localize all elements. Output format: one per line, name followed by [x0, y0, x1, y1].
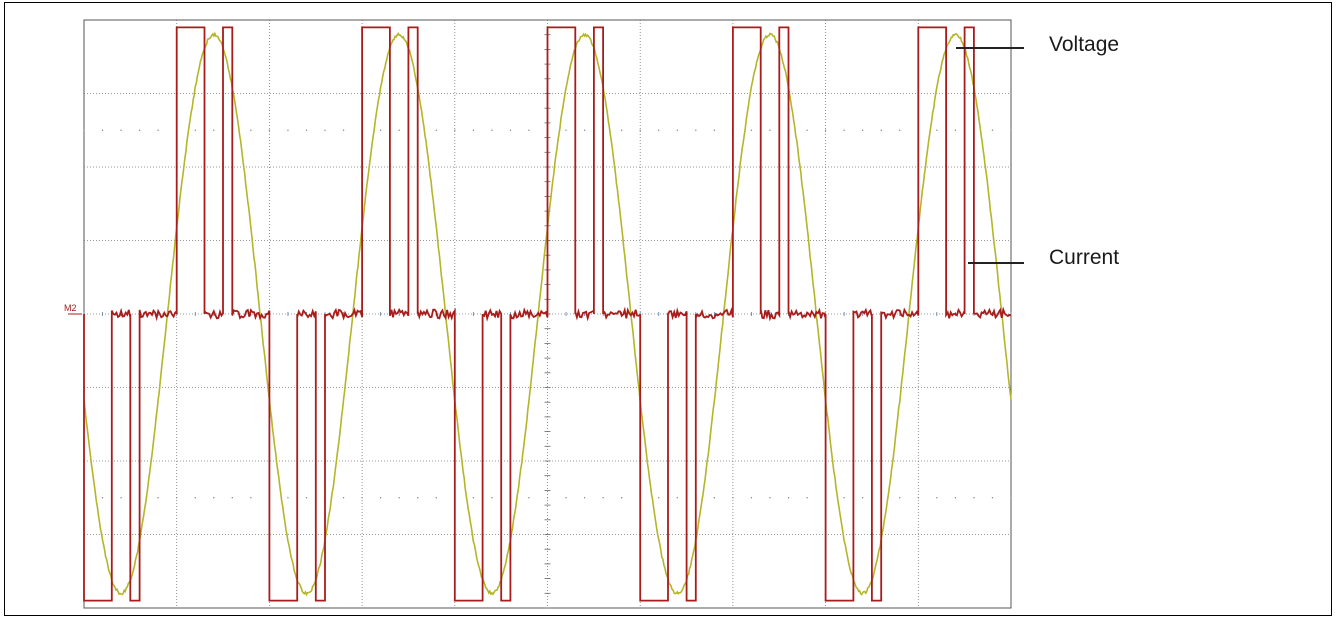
grid-dot	[862, 497, 863, 498]
grid-dot	[584, 130, 585, 131]
grid-dot	[843, 497, 844, 498]
grid-dot	[621, 130, 622, 131]
grid-dot	[250, 497, 251, 498]
grid-dot	[269, 130, 270, 131]
grid-dot	[120, 497, 121, 498]
grid-dot	[361, 497, 362, 498]
grid-dot	[992, 130, 993, 131]
grid-dot	[417, 497, 418, 498]
grid-dot	[306, 497, 307, 498]
grid-dot	[862, 130, 863, 131]
grid-dot	[287, 130, 288, 131]
grid-dot	[157, 497, 158, 498]
grid-dot	[640, 130, 641, 131]
grid-dot	[157, 130, 158, 131]
grid-dot	[491, 130, 492, 131]
grid-dot	[992, 497, 993, 498]
grid-dot	[176, 497, 177, 498]
grid-dot	[751, 497, 752, 498]
grid-dot	[380, 497, 381, 498]
grid-dot	[565, 130, 566, 131]
grid-dot	[658, 130, 659, 131]
grid-dot	[528, 130, 529, 131]
grid-dot	[751, 130, 752, 131]
grid-dot	[918, 497, 919, 498]
grid-dot	[899, 130, 900, 131]
grid-dot	[343, 497, 344, 498]
grid-dot	[491, 497, 492, 498]
grid-dot	[398, 497, 399, 498]
grid-dot	[83, 130, 84, 131]
grid-dot	[250, 130, 251, 131]
grid-dot	[695, 130, 696, 131]
reference-marker: M2	[64, 303, 77, 313]
grid-dot	[602, 497, 603, 498]
grid-dot	[825, 130, 826, 131]
grid-dot	[454, 130, 455, 131]
grid-dot	[324, 130, 325, 131]
grid-dot	[936, 497, 937, 498]
grid-dot	[955, 130, 956, 131]
grid-dot	[584, 497, 585, 498]
grid-dot	[732, 497, 733, 498]
series-line-current	[84, 27, 1011, 600]
grid-dot	[213, 497, 214, 498]
grid-dot	[436, 497, 437, 498]
grid-dot	[881, 130, 882, 131]
legend-item-current: Current	[1049, 246, 1119, 270]
grid-dot	[306, 130, 307, 131]
grid-dot	[973, 497, 974, 498]
grid-dot	[343, 130, 344, 131]
grid-dot	[806, 497, 807, 498]
grid-dot	[899, 497, 900, 498]
grid-dot	[658, 497, 659, 498]
grid-dot	[547, 497, 548, 498]
grid-dot	[510, 130, 511, 131]
grid-dot	[714, 497, 715, 498]
grid-dot	[769, 497, 770, 498]
grid-dot	[714, 130, 715, 131]
grid-dot	[398, 130, 399, 131]
grid-dot	[195, 497, 196, 498]
grid-dot	[677, 130, 678, 131]
grid-dot	[120, 130, 121, 131]
grid-dot	[139, 130, 140, 131]
grid-dot	[1010, 497, 1011, 498]
grid-dot	[473, 497, 474, 498]
grid-dot	[436, 130, 437, 131]
grid-dot	[769, 130, 770, 131]
grid-dot	[195, 130, 196, 131]
grid-dot	[232, 497, 233, 498]
grid-dot	[955, 497, 956, 498]
grid-dot	[213, 130, 214, 131]
grid-dot	[1010, 130, 1011, 131]
grid-dot	[621, 497, 622, 498]
grid-dot	[287, 497, 288, 498]
grid-dot	[380, 130, 381, 131]
grid-dot	[102, 497, 103, 498]
grid-dot	[473, 130, 474, 131]
grid-dot	[788, 497, 789, 498]
legend-item-voltage: Voltage	[1049, 33, 1119, 57]
grid-dot	[806, 130, 807, 131]
grid-dot	[528, 497, 529, 498]
grid-dot	[677, 497, 678, 498]
grid-dot	[102, 130, 103, 131]
grid-dot	[936, 130, 937, 131]
grid-dot	[565, 497, 566, 498]
grid-dot	[843, 130, 844, 131]
